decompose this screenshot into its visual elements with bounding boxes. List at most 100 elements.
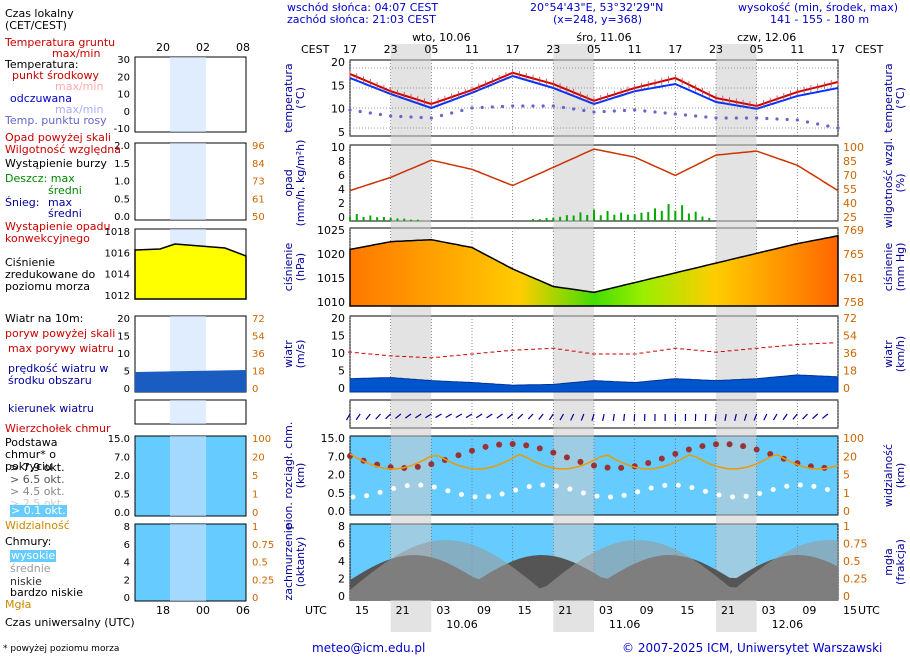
precip-bar (687, 213, 690, 221)
precip-bar (626, 214, 629, 221)
cloud-base-dot (472, 494, 478, 500)
tick-left-precip: 4 (338, 183, 345, 196)
cloud-base-dot (604, 464, 611, 471)
tick-left-temp: 20 (331, 56, 345, 69)
footer-email[interactable]: meteo@icm.edu.pl (312, 641, 426, 655)
top-hour-label: 17 (343, 43, 357, 56)
wind-arrow (734, 413, 737, 421)
wind-arrow (591, 413, 595, 421)
cloud-base-dot (648, 485, 654, 491)
wind-arrow (435, 413, 442, 419)
precip-bar (640, 212, 643, 221)
precip-bar (382, 217, 385, 221)
cloud-base-dot (608, 494, 614, 500)
bottom-hour-label: 15 (680, 604, 694, 617)
legend-tick-left-cloudbase: 2.0 (114, 471, 130, 482)
wind-arrow (548, 413, 554, 421)
dew-point-mark (765, 116, 769, 121)
tick-left-temp: 5 (338, 126, 345, 139)
axis-unit-right-wind: (km/h) (894, 336, 907, 372)
precip-bar (538, 219, 541, 221)
cloud-base-dot (675, 482, 681, 488)
bottom-date-label: 12.06 (772, 618, 804, 631)
precip-bar (572, 215, 575, 221)
wind-arrow (345, 413, 351, 421)
cloud-base-dot (496, 441, 503, 448)
axis-title-right-wind: wiatr (882, 340, 895, 368)
dew-point-mark (816, 122, 820, 126)
dew-point-mark (439, 113, 444, 118)
utc-time-label: Czas uniwersalny (UTC) (5, 616, 135, 629)
clouds-vlow-label: bardzo niskie (10, 586, 83, 599)
top-tz-left: CEST (301, 43, 330, 56)
legend-tick-right-cloudbase: 100 (252, 434, 271, 445)
bottom-hour-label: 09 (802, 604, 816, 617)
wind-speed-label: prędkość wiatru w środku obszaru (8, 362, 109, 387)
wind-arrow (385, 413, 392, 420)
top-hour-label: 05 (587, 43, 601, 56)
dew-point-mark (836, 126, 840, 130)
bottom-hour-label: 03 (599, 604, 613, 617)
tick-right-precip: 55 (843, 183, 857, 196)
storm-label: Wystąpienie burzy (5, 157, 107, 170)
legend-tick-left-wind: 5 (124, 367, 130, 378)
legend-tick-left-clouds: 4 (124, 558, 130, 569)
legend-tick-left-cloudbase: 15.0 (108, 434, 130, 445)
tick-right-pressure: 758 (843, 296, 864, 309)
cloud-base-dot (513, 487, 519, 493)
tick-left-cloud: 4 (338, 555, 345, 568)
clouds-mid-label: średnie (10, 562, 51, 575)
precip-bar (559, 216, 562, 221)
dew-point-mark (541, 104, 545, 108)
tick-right-pressure: 761 (843, 272, 864, 285)
axis-title-left-pressure: ciśnienie (282, 243, 295, 292)
wind-arrow (405, 413, 412, 419)
elevation-title: wysokość (min, środek, max) (738, 1, 899, 14)
wind-arrow (365, 413, 371, 420)
cloud-base-dot (811, 483, 817, 489)
axis-title-left-cloud: zachmurzenie (282, 523, 295, 600)
cloud-base-dot (536, 445, 543, 452)
axis-unit-right-pressure: (mm Hg) (894, 243, 907, 292)
wind-arrow (714, 413, 717, 422)
tick-right-wind: 72 (843, 312, 857, 325)
coords-text: 20°54'43"E, 53°32'29"N (530, 1, 664, 14)
axis-title-right-precip: wilgotność wzgl. (882, 138, 895, 228)
dew-point-mark (714, 116, 718, 120)
clouds-low-label: niskie (10, 575, 42, 588)
legend-tick-right-precip: 96 (252, 141, 265, 152)
top-hour-label: 17 (831, 43, 845, 56)
bottom-date-label: 10.06 (446, 618, 478, 631)
precip-bar (667, 204, 670, 221)
tick-left-pressure: 1025 (317, 224, 345, 237)
visibility-line (349, 453, 839, 470)
dew-point-mark (775, 117, 779, 121)
dew-point-mark (582, 108, 586, 113)
precip-bar (633, 214, 636, 221)
dew-point-mark (460, 108, 464, 113)
cloud-base-dot (414, 463, 421, 470)
cloud-base-dot (743, 493, 749, 499)
wind-arrow (395, 413, 402, 419)
legend-tick-right-wind: 0 (252, 384, 258, 395)
wind-dir-label: kierunek wiatru (8, 402, 94, 415)
tick-right-wind: 36 (843, 347, 857, 360)
bottom-hour-label: 03 (436, 604, 450, 617)
dew-point-mark (673, 112, 677, 116)
snow-mid-label: średni (48, 207, 82, 220)
axis-title-right-cloud: mgła (882, 548, 895, 576)
wind-arrow (724, 413, 727, 421)
legend-tick-left-wind: 0 (124, 384, 130, 395)
precip-above-label: Opad powyżej skali (5, 131, 111, 144)
wind-arrow (486, 413, 493, 419)
bottom-hour-label: 15 (843, 604, 857, 617)
legend-tick-left-precip: 1.0 (114, 177, 130, 188)
cloud-base-dot (770, 487, 776, 493)
axis-unit-right-precip: (%) (894, 173, 907, 192)
legend-tick-left-clouds: 0 (124, 593, 130, 604)
top-hour-label: 23 (709, 43, 723, 56)
legend-utc-tick: 06 (236, 604, 250, 617)
tick-left-cloud: 6 (338, 538, 345, 551)
legend-tick-right-precip: 73 (252, 177, 265, 188)
wind-arrow (425, 413, 432, 419)
